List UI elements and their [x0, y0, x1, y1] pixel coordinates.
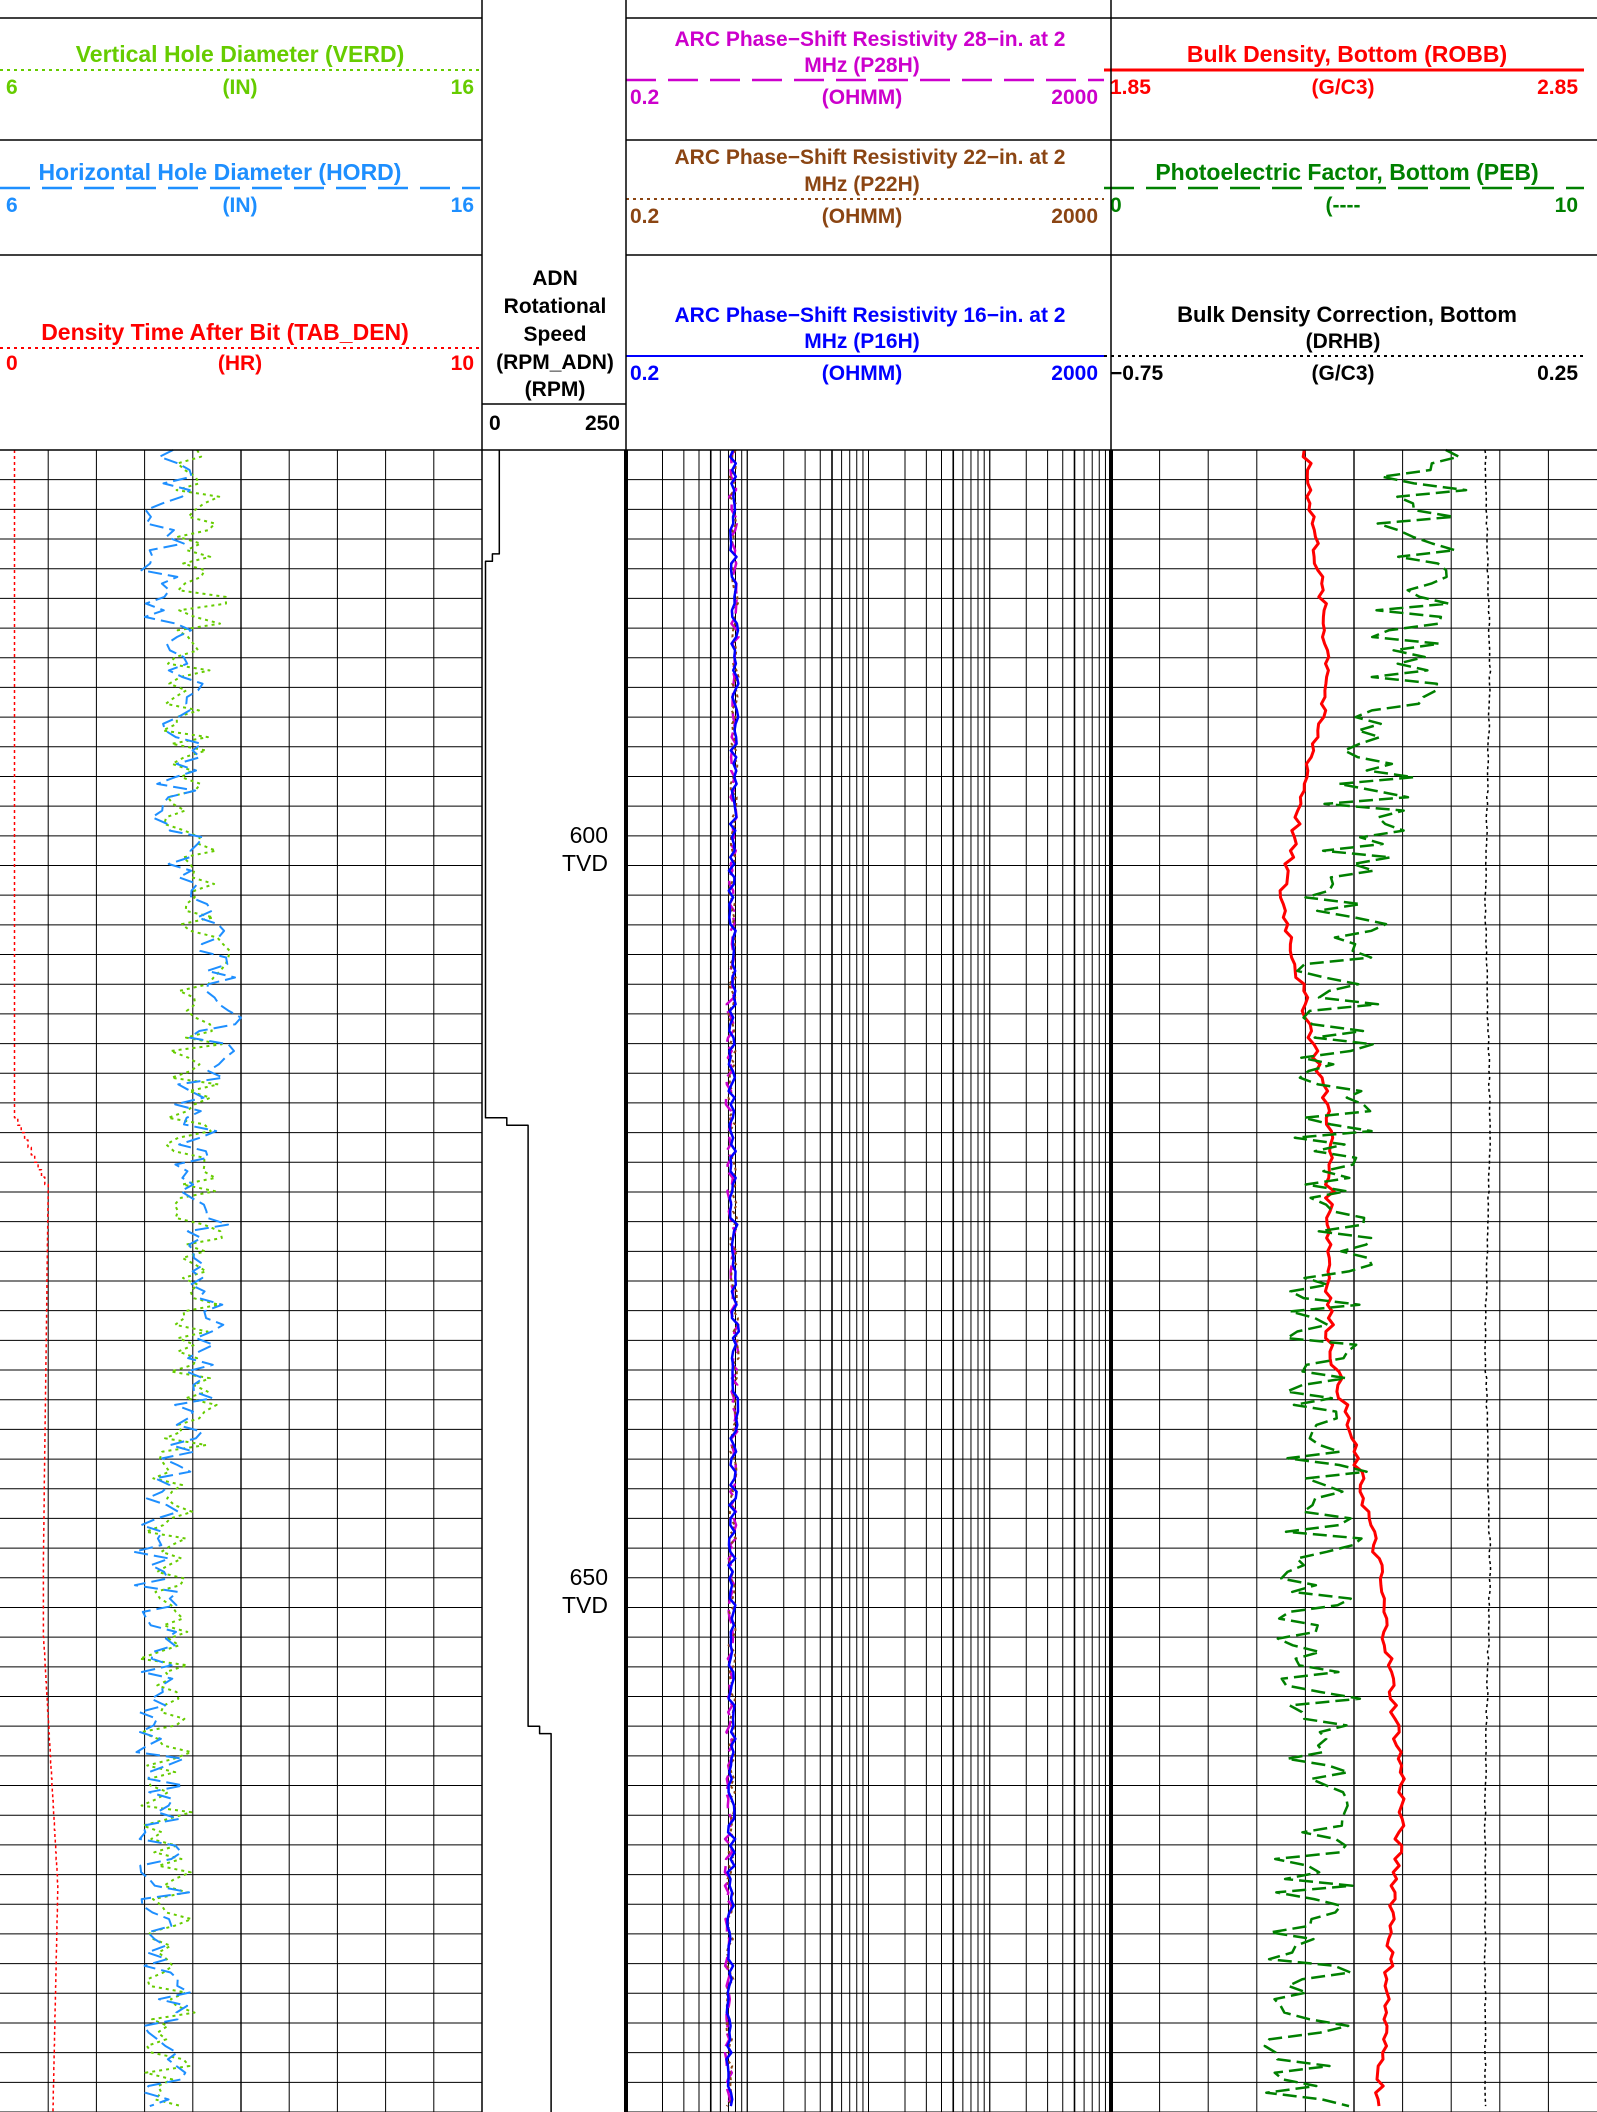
- header-track1: Vertical Hole Diameter (VERD) 6 (IN) 16 …: [0, 41, 480, 375]
- legend-p16h-left: 0.2: [630, 362, 659, 385]
- legend-peb-left: 0: [1110, 194, 1122, 217]
- curve-p16h: [725, 449, 741, 2107]
- header-track2: ARC Phase−Shift Resistivity 28−in. at 2 …: [626, 28, 1104, 385]
- legend-drhb-title-2: (DRHB): [1306, 330, 1381, 353]
- depth-unit-600: TVD: [562, 850, 608, 876]
- curve-verd: [138, 449, 231, 2108]
- legend-rpm-left: 0: [489, 412, 501, 435]
- curve-robb: [1278, 449, 1406, 2107]
- legend-drhb-title-1: Bulk Density Correction, Bottom: [1177, 302, 1517, 327]
- depth-label-650: 650: [570, 1564, 608, 1590]
- legend-rpm-right: 250: [585, 412, 620, 435]
- legend-verd-title: Vertical Hole Diameter (VERD): [76, 41, 405, 67]
- legend-tabden-right: 10: [451, 352, 474, 375]
- legend-rpm-title-4: (RPM_ADN): [496, 351, 614, 374]
- curve-rpm_adn: [484, 450, 552, 2112]
- depth-annotations: 600 TVD 650 TVD: [562, 822, 608, 1618]
- legend-peb-right: 10: [1555, 194, 1578, 217]
- legend-p28h-unit: (OHMM): [822, 86, 902, 109]
- legend-hord-unit: (IN): [223, 194, 258, 217]
- legend-p16h-title-1: ARC Phase−Shift Resistivity 16−in. at 2: [675, 304, 1066, 327]
- legend-robb-right: 2.85: [1537, 76, 1578, 99]
- legend-verd-right: 16: [451, 76, 474, 99]
- legend-robb-title: Bulk Density, Bottom (ROBB): [1187, 41, 1507, 67]
- curve-drhb: [1483, 449, 1492, 2107]
- curve-hord: [132, 449, 242, 2108]
- legend-rpm-unit: (RPM): [525, 378, 586, 401]
- legend-p28h-right: 2000: [1051, 86, 1098, 109]
- log-curves: [13, 448, 1492, 2112]
- depth-label-600: 600: [570, 822, 608, 848]
- legend-peb-title: Photoelectric Factor, Bottom (PEB): [1155, 159, 1538, 185]
- legend-drhb-right: 0.25: [1537, 362, 1578, 385]
- legend-p28h-title-2: MHz (P28H): [804, 54, 920, 77]
- legend-verd-unit: (IN): [223, 76, 258, 99]
- legend-hord-title: Horizontal Hole Diameter (HORD): [39, 159, 402, 185]
- legend-tabden-left: 0: [6, 352, 18, 375]
- legend-tabden-unit: (HR): [218, 352, 262, 375]
- legend-peb-unit: (----: [1326, 194, 1361, 217]
- legend-p16h-unit: (OHMM): [822, 362, 902, 385]
- legend-p22h-left: 0.2: [630, 205, 659, 228]
- legend-p16h-right: 2000: [1051, 362, 1098, 385]
- curve-p22h: [725, 449, 740, 2107]
- legend-p22h-unit: (OHMM): [822, 205, 902, 228]
- legend-drhb-left: −0.75: [1110, 362, 1163, 385]
- legend-p22h-title-1: ARC Phase−Shift Resistivity 22−in. at 2: [675, 146, 1066, 169]
- legend-hord-left: 6: [6, 194, 18, 217]
- legend-p28h-left: 0.2: [630, 86, 659, 109]
- header-depth-track: ADN Rotational Speed (RPM_ADN) (RPM) 0 2…: [482, 267, 626, 435]
- depth-unit-650: TVD: [562, 1592, 608, 1618]
- legend-rpm-title-1: ADN: [532, 267, 578, 290]
- curve-peb: [1263, 448, 1468, 2108]
- legend-p22h-title-2: MHz (P22H): [804, 173, 920, 196]
- legend-robb-unit: (G/C3): [1312, 76, 1375, 99]
- header-track3: Bulk Density, Bottom (ROBB) 1.85 (G/C3) …: [1104, 41, 1584, 385]
- legend-hord-right: 16: [451, 194, 474, 217]
- legend-robb-left: 1.85: [1110, 76, 1151, 99]
- legend-verd-left: 6: [6, 76, 18, 99]
- legend-rpm-title-3: Speed: [523, 323, 586, 346]
- legend-p28h-title-1: ARC Phase−Shift Resistivity 28−in. at 2: [675, 28, 1066, 51]
- curve-tab_den: [13, 450, 59, 2112]
- legend-tabden-title: Density Time After Bit (TAB_DEN): [41, 319, 409, 345]
- legend-p16h-title-2: MHz (P16H): [804, 330, 920, 353]
- legend-rpm-title-2: Rotational: [504, 295, 607, 318]
- legend-drhb-unit: (G/C3): [1312, 362, 1375, 385]
- legend-p22h-right: 2000: [1051, 205, 1098, 228]
